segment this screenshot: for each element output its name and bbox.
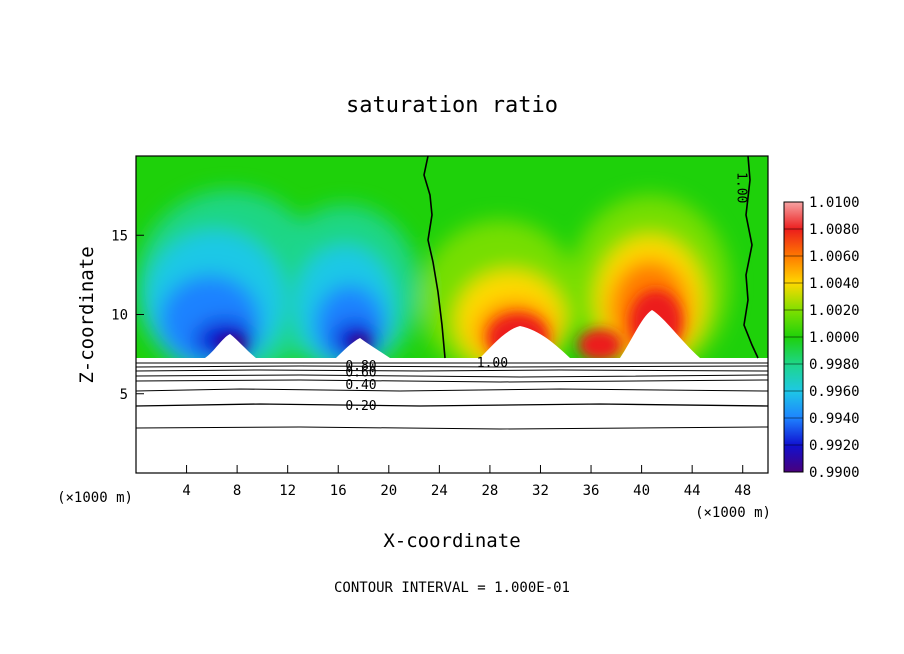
contour-label: 1.00: [477, 356, 508, 371]
y-tick-label: 5: [120, 387, 128, 403]
x-tick-label: 44: [684, 483, 701, 499]
colorbar-label: 1.0000: [809, 330, 860, 346]
x-unit-right: (×1000 m): [695, 505, 771, 521]
colorbar-label: 1.0020: [809, 303, 860, 319]
colorbar-label: 0.9960: [809, 384, 860, 400]
y-axis-ticks: 5 10 15: [111, 228, 144, 403]
chart-title: saturation ratio: [346, 93, 558, 118]
colorbar-label: 0.9920: [809, 438, 860, 454]
contour-interval-footer: CONTOUR INTERVAL = 1.000E-01: [334, 580, 570, 596]
colorbar-segment: [784, 229, 803, 257]
x-unit-left: (×1000 m): [57, 490, 133, 506]
colorbar-segment: [784, 445, 803, 473]
x-tick-label: 36: [583, 483, 600, 499]
colorbar-segment: [784, 337, 803, 365]
contour-label: 0.80: [345, 359, 376, 374]
contour-labels: 1.00 1.00 0.800.600.40 0.20: [345, 172, 748, 414]
x-tick-label: 28: [481, 483, 498, 499]
x-tick-label: 20: [380, 483, 397, 499]
colorbar-label: 0.9940: [809, 411, 860, 427]
colorbar: 1.0100 1.0080 1.0060 1.0040 1.0020 1.0000 0.99…: [783, 195, 860, 481]
x-tick-label: 12: [279, 483, 296, 499]
contour-label: 0.40: [345, 378, 376, 393]
contour-label: 0.20: [345, 399, 376, 414]
x-tick-label: 40: [633, 483, 650, 499]
colorbar-label: 0.9900: [809, 465, 860, 481]
colorbar-label: 1.0060: [809, 249, 860, 265]
x-axis-ticks: 4 8 12 16 20 24 28 32 36 40 44 48: [182, 465, 751, 499]
colorbar-segment: [784, 310, 803, 338]
colorbar-segment: [784, 391, 803, 419]
colorbar-segment: [784, 364, 803, 392]
x-tick-label: 4: [182, 483, 190, 499]
x-tick-label: 48: [734, 483, 751, 499]
colorbar-label: 1.0040: [809, 276, 860, 292]
x-tick-label: 8: [233, 483, 241, 499]
x-tick-label: 32: [532, 483, 549, 499]
y-axis-label: Z-coordinate: [76, 246, 98, 383]
colorbar-label: 1.0080: [809, 222, 860, 238]
contour-label: 1.00: [734, 172, 749, 203]
x-axis-label: X-coordinate: [383, 530, 520, 552]
x-tick-label: 16: [330, 483, 347, 499]
y-tick-label: 10: [111, 308, 128, 324]
colorbar-segment: [784, 202, 803, 230]
saturation-field: [136, 156, 768, 473]
x-tick-label: 24: [431, 483, 448, 499]
colorbar-label: 1.0100: [809, 195, 860, 211]
colorbar-segment: [784, 283, 803, 311]
colorbar-segment: [784, 418, 803, 446]
y-tick-label: 15: [111, 228, 128, 244]
colorbar-label: 0.9980: [809, 357, 860, 373]
contour-label: 0.60: [345, 366, 376, 381]
colorbar-segment: [784, 256, 803, 284]
